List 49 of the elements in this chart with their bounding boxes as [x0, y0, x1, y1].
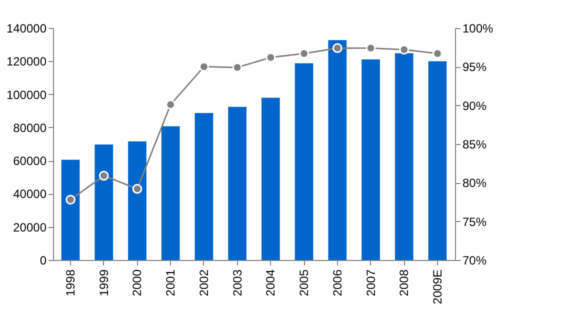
point: [432, 48, 442, 58]
bar: [328, 40, 347, 260]
y-tick-label: 120000: [6, 54, 47, 69]
y2-tick-label: 95%: [462, 60, 487, 74]
y-tick-label: 140000: [6, 22, 47, 36]
point: [98, 170, 109, 181]
point: [332, 43, 342, 54]
y-tick-label: 80000: [13, 120, 47, 135]
bar: [394, 53, 414, 260]
x-tick-label: 2009E: [430, 270, 444, 304]
bar: [362, 59, 380, 260]
point: [299, 48, 309, 58]
x-tick-label: 2002: [196, 269, 211, 296]
x-tick-label: 2001: [164, 269, 178, 296]
y-tick-label: 20000: [13, 220, 47, 234]
x-tick-label: 2005: [297, 269, 312, 296]
point: [166, 100, 176, 110]
bar: [194, 113, 214, 260]
x-tick-label: 2008: [397, 269, 412, 296]
x-tick-label: 2003: [230, 269, 244, 296]
x-tick-label: 2000: [130, 269, 144, 296]
point: [66, 194, 76, 205]
y2-tick-label: 90%: [462, 98, 487, 113]
bar: [294, 63, 314, 260]
y-tick-label: 100000: [6, 88, 47, 102]
point: [232, 62, 242, 72]
y2-tick-label: 70%: [462, 254, 487, 268]
bar: [128, 141, 146, 260]
x-tick-label: 2007: [364, 269, 378, 296]
point: [132, 184, 142, 194]
x-tick-label: 1998: [64, 269, 78, 296]
y2-tick-label: 80%: [462, 176, 487, 190]
y-tick-label: 40000: [13, 187, 47, 202]
y-tick-label: 60000: [13, 154, 47, 168]
y-tick-label: 0: [40, 254, 47, 268]
bar: [262, 98, 280, 260]
x-tick-label: 2006: [330, 269, 344, 296]
point: [199, 62, 209, 72]
bar: [61, 160, 80, 260]
x-tick-label: 1999: [96, 269, 111, 296]
y2-tick-label: 75%: [462, 214, 487, 229]
bar: [228, 106, 246, 260]
y2-tick-label: 100%: [462, 22, 494, 36]
bar: [428, 61, 447, 260]
x-tick-label: 2004: [264, 269, 278, 296]
point: [399, 44, 410, 55]
y2-tick-label: 85%: [462, 138, 487, 152]
bar: [161, 126, 180, 260]
bar: [94, 144, 114, 260]
